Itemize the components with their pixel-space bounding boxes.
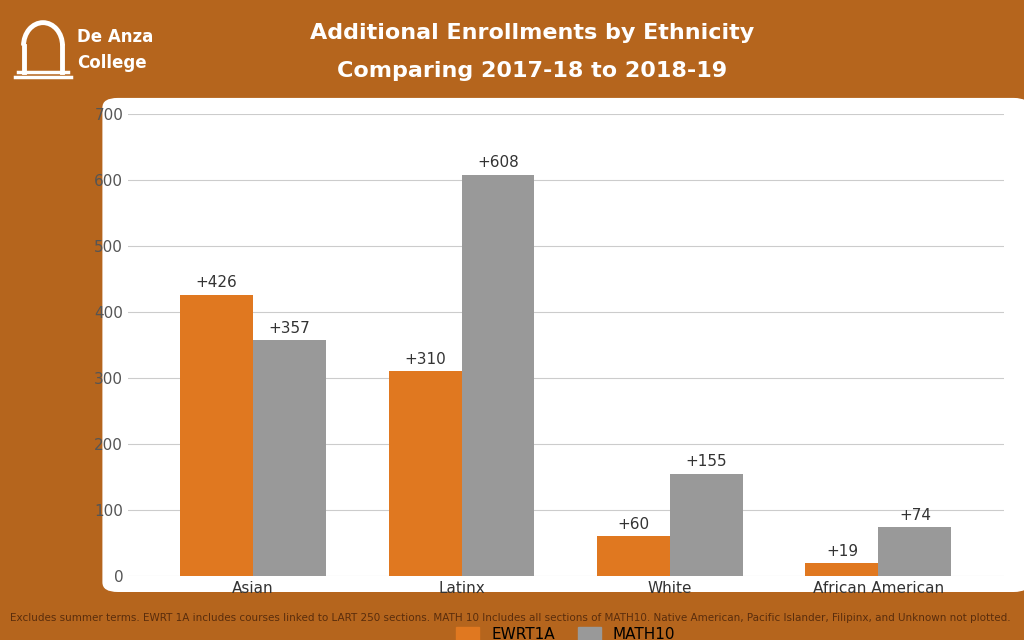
Text: Additional Enrollments by Ethnicity: Additional Enrollments by Ethnicity [310, 23, 755, 43]
Text: Excludes summer terms. EWRT 1A includes courses linked to LART 250 sections. MAT: Excludes summer terms. EWRT 1A includes … [10, 613, 1011, 623]
Text: Comparing 2017-18 to 2018-19: Comparing 2017-18 to 2018-19 [338, 61, 727, 81]
Bar [670, 474, 743, 576]
Bar [806, 563, 879, 576]
Text: +19: +19 [826, 544, 858, 559]
Bar [253, 340, 326, 576]
Text: +60: +60 [617, 516, 649, 532]
Text: +357: +357 [268, 321, 310, 336]
Text: +155: +155 [686, 454, 727, 469]
Bar [879, 527, 951, 576]
Text: +426: +426 [196, 275, 238, 290]
Text: College: College [77, 54, 146, 72]
Text: +608: +608 [477, 155, 519, 170]
Bar [597, 536, 670, 576]
Text: +74: +74 [899, 508, 931, 522]
Text: +310: +310 [404, 352, 445, 367]
Bar [180, 295, 253, 576]
Legend: EWRT1A, MATH10: EWRT1A, MATH10 [449, 619, 683, 640]
Bar [388, 371, 462, 576]
Text: De Anza: De Anza [77, 28, 153, 46]
Bar [462, 175, 535, 576]
